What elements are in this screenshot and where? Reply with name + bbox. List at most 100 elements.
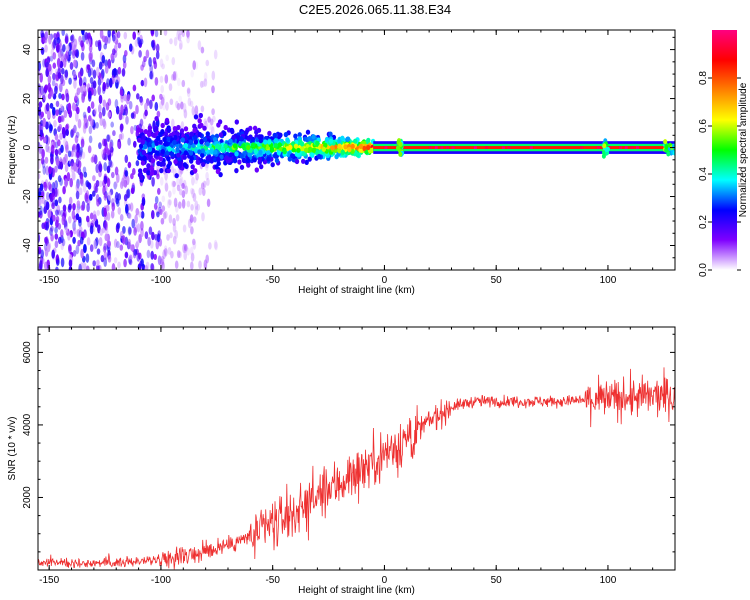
noise-cell — [92, 153, 96, 163]
noise-cell — [190, 204, 194, 211]
noise-cell — [150, 263, 155, 270]
noise-cell — [106, 134, 110, 142]
noise-cell — [98, 94, 103, 104]
noise-cell — [38, 160, 41, 170]
noise-cell — [151, 210, 155, 220]
band-cell — [299, 141, 305, 147]
noise-cell — [154, 195, 159, 205]
noise-cell — [40, 111, 44, 118]
band-cell — [234, 151, 239, 157]
noise-cell — [84, 192, 88, 202]
noise-cell — [196, 203, 201, 211]
noise-cell — [51, 249, 55, 259]
noise-cell — [80, 138, 85, 148]
strong-line-segment — [485, 146, 489, 150]
noise-cell — [184, 185, 189, 195]
noise-cell — [76, 200, 81, 208]
noise-cell — [113, 238, 118, 249]
noise-cell — [181, 198, 186, 209]
noise-cell — [83, 114, 88, 124]
band-cell — [362, 145, 367, 151]
band-cell — [213, 149, 218, 155]
band-cell — [283, 132, 289, 138]
noise-cell — [122, 174, 126, 185]
noise-cell — [72, 227, 77, 235]
noise-cell — [194, 177, 198, 185]
noise-cell — [68, 259, 73, 268]
noise-cell — [134, 214, 138, 224]
noise-cell — [165, 54, 169, 62]
noise-cell — [77, 118, 82, 129]
noise-cell — [116, 222, 121, 230]
noise-cell — [39, 183, 44, 191]
noise-cell — [128, 100, 133, 110]
noise-cell — [96, 248, 101, 255]
noise-cell — [154, 233, 158, 241]
noise-cell — [179, 30, 183, 36]
band-cell — [293, 133, 298, 139]
noise-cell — [198, 187, 203, 196]
noise-cell — [124, 50, 128, 57]
noise-cell — [85, 190, 90, 200]
noise-cell — [41, 159, 46, 169]
noise-cell — [45, 143, 49, 153]
noise-cell — [116, 173, 120, 184]
noise-cell — [116, 198, 120, 207]
noise-cell — [39, 129, 44, 138]
band-cell — [212, 137, 218, 143]
noise-cell — [191, 188, 195, 199]
band-cell — [265, 150, 271, 156]
noise-cell — [102, 179, 106, 188]
band-cell — [246, 144, 251, 151]
noise-cell — [131, 218, 135, 229]
noise-cell — [99, 228, 104, 236]
noise-cell — [164, 182, 169, 192]
noise-cell — [55, 258, 60, 266]
noise-cell — [178, 42, 183, 51]
noise-cell — [184, 243, 188, 252]
noise-cell — [59, 132, 63, 140]
noise-cell — [55, 158, 60, 167]
noise-cell — [54, 165, 58, 173]
snr-ytick-label: 4000 — [22, 413, 33, 436]
band-cell — [328, 131, 333, 137]
noise-cell — [169, 38, 173, 45]
band-cell — [311, 147, 316, 153]
noise-cell — [157, 255, 162, 266]
noise-cell — [205, 59, 210, 67]
noise-cell — [127, 203, 131, 211]
noise-cell — [79, 175, 84, 185]
noise-cell — [183, 109, 188, 119]
band-cell — [197, 131, 202, 138]
noise-cell — [176, 184, 181, 192]
noise-cell — [40, 30, 44, 38]
band-cell — [160, 122, 165, 129]
band-cell — [221, 147, 226, 153]
band-cell — [246, 162, 251, 168]
noise-cell — [96, 259, 100, 266]
noise-cell — [170, 73, 175, 81]
noise-cell — [191, 176, 195, 186]
noise-cell — [114, 75, 119, 83]
band-cell — [311, 134, 316, 140]
strong-line-segment — [440, 146, 444, 150]
noise-cell — [144, 102, 148, 112]
noise-cell — [72, 171, 76, 181]
band-cell — [231, 134, 236, 140]
noise-cell — [211, 108, 215, 116]
line-bump-cell — [398, 151, 403, 157]
noise-cell — [42, 36, 47, 44]
noise-cell — [50, 233, 54, 242]
band-cell — [202, 125, 207, 131]
noise-cell — [50, 90, 55, 98]
noise-cell — [68, 77, 72, 85]
noise-cell — [64, 69, 69, 78]
spectrogram-xlabel: Height of straight line (km) — [298, 285, 415, 296]
noise-cell — [198, 260, 202, 270]
noise-cell — [106, 205, 110, 213]
noise-cell — [164, 179, 168, 190]
noise-cell — [59, 103, 64, 112]
line-bump-cell — [601, 153, 606, 159]
noise-cell — [184, 244, 188, 253]
noise-cell — [95, 180, 100, 187]
